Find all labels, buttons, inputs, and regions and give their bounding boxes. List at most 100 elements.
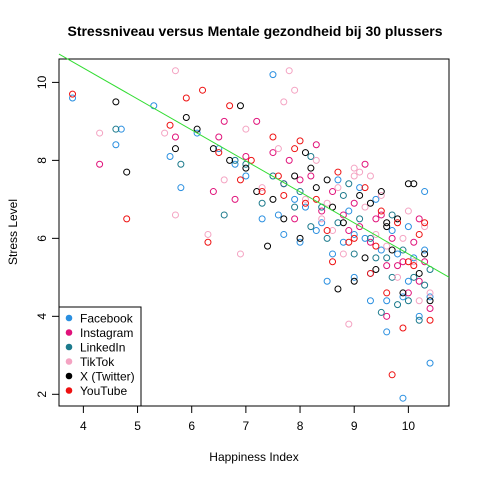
- data-point: [112, 141, 120, 149]
- data-point: [356, 184, 364, 192]
- data-point: [366, 172, 374, 180]
- data-point: [329, 227, 337, 235]
- data-point: [388, 371, 396, 379]
- data-point: [269, 149, 277, 157]
- data-point: [329, 250, 337, 258]
- data-point: [383, 262, 391, 270]
- data-point: [69, 94, 77, 102]
- data-point: [312, 227, 320, 235]
- data-point: [291, 215, 299, 223]
- x-tick-label: 5: [134, 419, 141, 433]
- data-point: [366, 238, 374, 246]
- data-point: [323, 176, 331, 184]
- data-point: [182, 113, 190, 121]
- data-point: [345, 180, 353, 188]
- data-point: [388, 234, 396, 242]
- data-point: [307, 164, 315, 172]
- data-point: [182, 94, 190, 102]
- data-point: [350, 199, 358, 207]
- data-point: [334, 219, 342, 227]
- legend-marker: [65, 387, 73, 394]
- legend-entry: Facebook: [80, 312, 134, 326]
- data-point: [399, 293, 407, 301]
- data-point: [339, 250, 347, 258]
- data-point: [280, 180, 288, 188]
- data-point: [410, 238, 418, 246]
- data-point: [296, 137, 304, 145]
- data-point: [301, 199, 309, 207]
- y-axis: 2 4 6 8 10: [35, 75, 59, 398]
- data-point: [242, 125, 250, 133]
- data-point: [291, 145, 299, 153]
- data-point: [415, 277, 423, 285]
- data-point: [253, 117, 261, 125]
- data-point: [415, 297, 423, 305]
- data-point: [226, 156, 234, 164]
- data-point: [421, 223, 429, 231]
- data-point: [204, 238, 212, 246]
- data-point: [383, 297, 391, 305]
- data-point: [356, 215, 364, 223]
- data-point: [253, 188, 261, 196]
- data-point: [410, 262, 418, 270]
- data-point: [426, 359, 434, 367]
- data-point: [236, 176, 244, 184]
- data-point: [377, 211, 385, 219]
- trend-line-group: [58, 53, 450, 278]
- data-point: [269, 133, 277, 141]
- data-point: [361, 184, 369, 192]
- data-point: [112, 98, 120, 106]
- data-point: [296, 188, 304, 196]
- data-point: [383, 242, 391, 250]
- data-point: [280, 191, 288, 199]
- data-point: [177, 160, 185, 168]
- data-point: [372, 195, 380, 203]
- data-point: [291, 172, 299, 180]
- data-point: [404, 297, 412, 305]
- data-point: [171, 133, 179, 141]
- data-point: [415, 215, 423, 223]
- x-tick-label: 7: [243, 419, 250, 433]
- legend-marker: [65, 372, 73, 380]
- y-tick-label: 4: [35, 313, 49, 320]
- data-point: [399, 324, 407, 332]
- data-point: [404, 258, 412, 266]
- series-group: [112, 125, 434, 324]
- data-point: [388, 227, 396, 235]
- legend-box: [58, 306, 142, 407]
- data-point: [394, 250, 402, 258]
- data-point: [410, 180, 418, 188]
- data-point: [345, 320, 353, 328]
- y-tick-label: 8: [35, 157, 49, 164]
- data-point: [117, 125, 125, 133]
- data-point: [274, 211, 282, 219]
- data-point: [372, 230, 380, 238]
- data-point: [307, 223, 315, 231]
- legend-marker: [65, 343, 73, 351]
- data-point: [193, 125, 201, 133]
- data-point: [242, 164, 250, 172]
- data-point: [215, 149, 223, 157]
- data-point: [426, 297, 434, 305]
- data-point: [209, 145, 217, 153]
- legend-marker: [65, 314, 73, 322]
- data-point: [264, 242, 272, 250]
- data-point: [356, 168, 364, 176]
- data-point: [215, 133, 223, 141]
- data-point: [366, 297, 374, 305]
- data-point: [220, 176, 228, 184]
- data-point: [372, 215, 380, 223]
- data-point: [404, 277, 412, 285]
- data-point: [383, 289, 391, 297]
- data-point: [421, 219, 429, 227]
- data-point: [236, 102, 244, 110]
- data-point: [301, 203, 309, 211]
- legend-entry: LinkedIn: [80, 341, 125, 355]
- data-point: [410, 273, 418, 281]
- data-point: [96, 129, 104, 137]
- data-point: [377, 246, 385, 254]
- data-point: [247, 156, 255, 164]
- legend-entry: YouTube: [80, 384, 127, 398]
- data-point: [426, 316, 434, 324]
- data-point: [394, 301, 402, 309]
